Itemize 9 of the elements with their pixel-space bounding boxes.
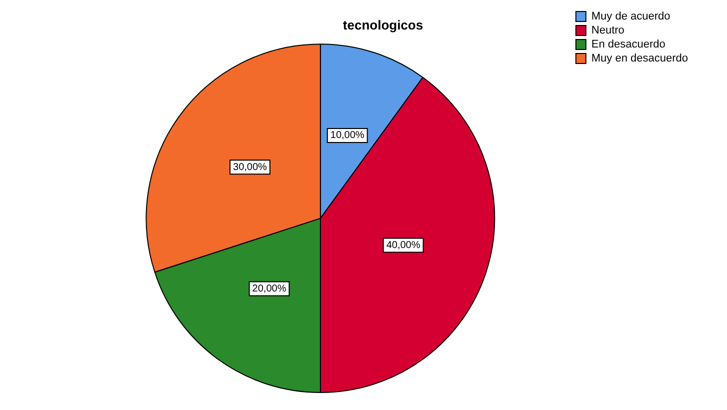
legend-label: En desacuerdo [591, 38, 666, 51]
legend-label: Neutro [591, 24, 624, 37]
legend-label: Muy de acuerdo [591, 10, 670, 23]
data-label: 30,00% [233, 162, 268, 173]
data-label: 20,00% [252, 284, 286, 295]
data-label: 40,00% [386, 240, 420, 251]
data-label: 10,00% [330, 130, 364, 142]
legend-label: Muy en desacuerdo [591, 52, 688, 65]
text: tecnologicos [342, 17, 424, 32]
